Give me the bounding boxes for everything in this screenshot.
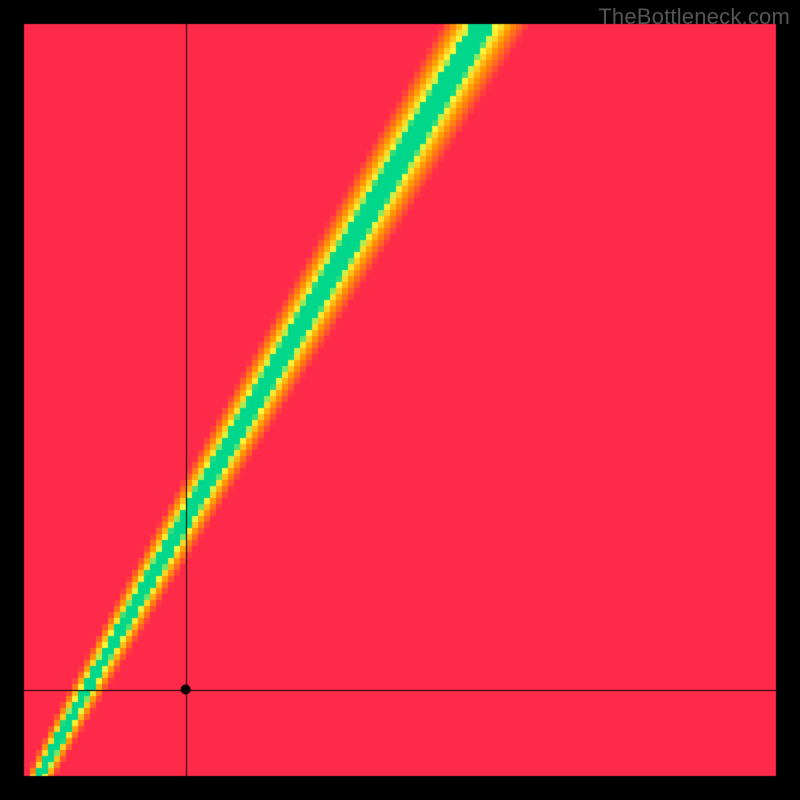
bottleneck-heatmap (0, 0, 800, 800)
watermark-text: TheBottleneck.com (598, 4, 790, 30)
chart-container: TheBottleneck.com (0, 0, 800, 800)
